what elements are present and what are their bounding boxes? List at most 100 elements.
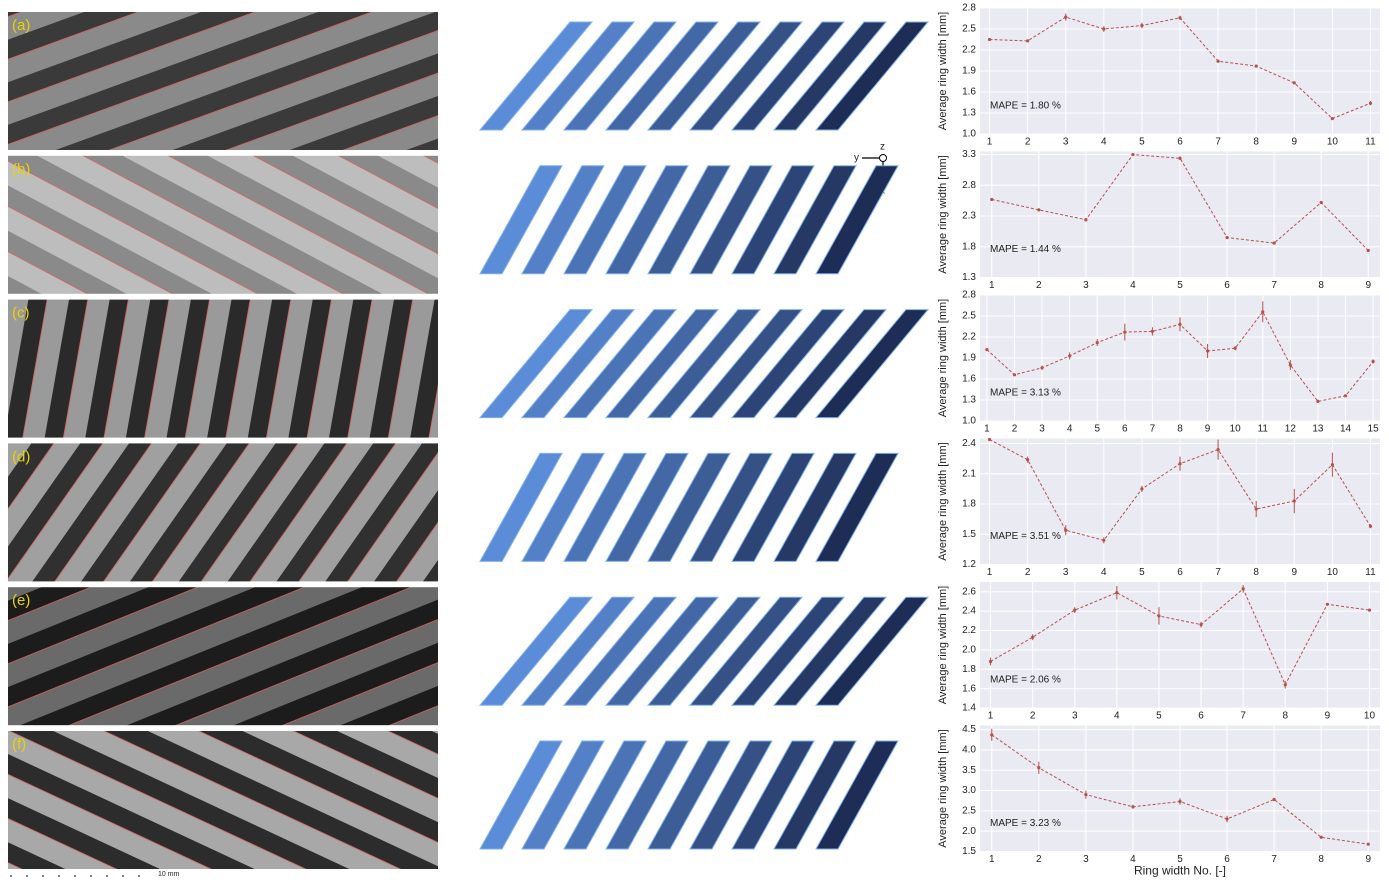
- y-tick-label: 1.9: [962, 353, 976, 364]
- x-tick-label: 6: [1198, 711, 1204, 722]
- data-point: [1369, 525, 1372, 528]
- x-tick-label: 5: [1139, 567, 1145, 578]
- data-point: [1157, 614, 1160, 617]
- data-point: [1026, 39, 1029, 42]
- x-tick-label: 5: [1094, 424, 1100, 435]
- x-tick-label: 9: [1205, 424, 1211, 435]
- y-tick-label: 2.2: [962, 45, 976, 56]
- data-point: [1206, 349, 1209, 352]
- data-point: [1368, 609, 1371, 612]
- annotation: MAPE = 3.13 %: [990, 388, 1061, 399]
- y-tick-label: 1.6: [962, 374, 976, 385]
- y-tick-label: 2.5: [962, 24, 976, 35]
- data-point: [1178, 323, 1181, 326]
- x-tick-label: 12: [1285, 424, 1297, 435]
- x-tick-label: 11: [1365, 137, 1376, 148]
- x-tick-label: 4: [1101, 567, 1107, 578]
- data-point: [1216, 60, 1219, 63]
- data-point: [1026, 458, 1029, 461]
- data-point: [1344, 394, 1347, 397]
- x-tick-label: 7: [1271, 854, 1277, 865]
- y-axis-label: Average ring width [mm]: [937, 155, 949, 273]
- x-tick-label: 1: [984, 424, 990, 435]
- y-tick-label: 1.9: [962, 66, 976, 77]
- data-point: [1102, 539, 1105, 542]
- x-tick-label: 3: [1039, 424, 1045, 435]
- data-point: [1068, 354, 1071, 357]
- data-point: [1102, 27, 1105, 30]
- x-tick-label: 10: [1230, 424, 1242, 435]
- y-axis-label: Average ring width [mm]: [937, 442, 949, 560]
- micrograph: [8, 156, 438, 294]
- data-point: [1073, 609, 1076, 612]
- x-tick-label: 14: [1340, 424, 1352, 435]
- data-point: [1284, 683, 1287, 686]
- y-tick-label: 1.0: [962, 129, 976, 140]
- data-point: [1225, 817, 1228, 820]
- y-axis-label: Average ring width [mm]: [937, 299, 949, 417]
- y-tick-label: 2.0: [962, 826, 976, 837]
- data-point: [1367, 843, 1370, 846]
- data-point: [1140, 487, 1143, 490]
- data-point: [1369, 102, 1372, 105]
- x-tick-label: 6: [1177, 567, 1183, 578]
- panel-label: (b): [12, 161, 30, 178]
- x-tick-label: 7: [1150, 424, 1156, 435]
- micrograph: [8, 443, 438, 581]
- data-point: [1123, 331, 1126, 334]
- data-point: [1320, 836, 1323, 839]
- y-tick-label: 1.6: [962, 87, 976, 98]
- y-tick-label: 2.1: [962, 468, 976, 479]
- data-point: [1140, 24, 1143, 27]
- data-point: [989, 660, 992, 663]
- data-point: [1331, 117, 1334, 120]
- panel-label: (a): [12, 17, 30, 34]
- x-tick-label: 3: [1083, 280, 1089, 291]
- x-tick-label: 9: [1365, 280, 1371, 291]
- x-tick-label: 5: [1177, 280, 1183, 291]
- data-point: [988, 438, 991, 441]
- annotation: MAPE = 1.80 %: [990, 101, 1061, 112]
- x-tick-label: 7: [1215, 567, 1221, 578]
- data-point: [1326, 603, 1329, 606]
- y-tick-label: 1.5: [962, 529, 976, 540]
- x-tick-label: 4: [1114, 711, 1120, 722]
- data-point: [1255, 507, 1258, 510]
- x-tick-label: 1: [988, 711, 994, 722]
- data-point: [1255, 65, 1258, 68]
- x-tick-label: 10: [1327, 567, 1339, 578]
- y-tick-label: 2.6: [962, 586, 976, 597]
- x-tick-label: 8: [1318, 280, 1324, 291]
- y-tick-label: 2.8: [962, 3, 976, 14]
- data-point: [1273, 798, 1276, 801]
- y-tick-label: 2.2: [962, 625, 976, 636]
- y-tick-label: 1.8: [962, 499, 976, 510]
- x-tick-label: 1: [987, 137, 993, 148]
- panel-label: (d): [12, 448, 30, 465]
- y-tick-label: 3.5: [962, 765, 976, 776]
- axis-label: y: [854, 153, 859, 164]
- data-point: [1031, 636, 1034, 639]
- data-point: [1289, 363, 1292, 366]
- x-tick-label: 6: [1122, 424, 1128, 435]
- x-tick-label: 1: [989, 854, 995, 865]
- annotation: MAPE = 3.51 %: [990, 531, 1061, 542]
- x-tick-label: 3: [1063, 137, 1069, 148]
- data-point: [990, 733, 993, 736]
- x-tick-label: 2: [1012, 424, 1018, 435]
- annotation: MAPE = 3.23 %: [990, 818, 1061, 829]
- y-axis-label: Average ring width [mm]: [937, 586, 949, 704]
- y-tick-label: 1.2: [962, 559, 976, 570]
- y-tick-label: 2.8: [962, 180, 976, 191]
- x-tick-label: 5: [1156, 711, 1162, 722]
- data-point: [1372, 360, 1375, 363]
- y-tick-label: 4.0: [962, 745, 976, 756]
- x-tick-label: 10: [1364, 711, 1376, 722]
- data-point: [988, 38, 991, 41]
- y-tick-label: 2.3: [962, 211, 976, 222]
- y-tick-label: 1.8: [962, 241, 976, 252]
- axis-out: [880, 155, 887, 162]
- x-tick-label: 5: [1139, 137, 1145, 148]
- y-tick-label: 1.5: [962, 846, 976, 857]
- axis-label: z: [880, 142, 885, 153]
